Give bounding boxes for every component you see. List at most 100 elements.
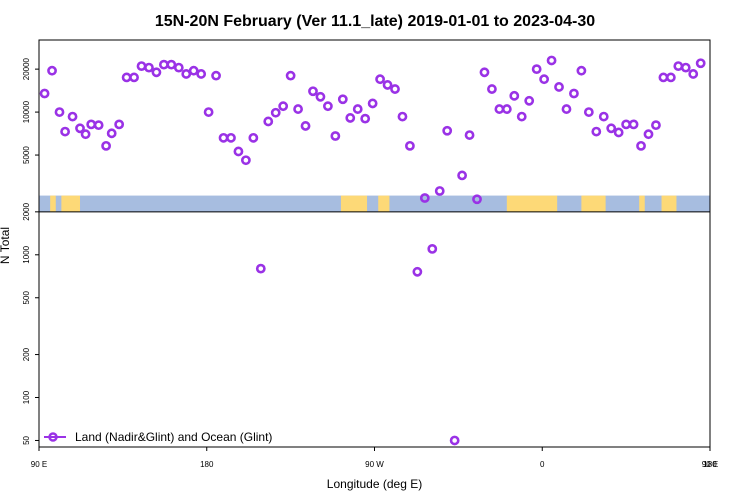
y-axis-label: N Total [0, 227, 12, 264]
data-point-23 [203, 107, 214, 117]
data-point-55 [442, 125, 453, 136]
data-point-81 [636, 140, 646, 151]
data-point-35 [293, 104, 303, 114]
data-point-28 [240, 155, 251, 166]
data-point-59 [472, 194, 482, 205]
data-point-44 [360, 113, 371, 124]
data-point-88 [688, 69, 699, 79]
data-point-50 [405, 140, 415, 151]
data-point-60 [479, 67, 490, 78]
ocean-band [39, 195, 710, 212]
data-point-38 [315, 91, 326, 102]
x-tick-label-end: 180 [703, 460, 717, 469]
data-point-3 [60, 126, 70, 137]
land-segment-2 [340, 195, 368, 212]
x-tick-label-1: 180 [200, 460, 214, 469]
data-point-72 [569, 88, 579, 99]
data-point-49 [397, 111, 408, 122]
data-points [39, 55, 706, 446]
data-point-39 [323, 101, 333, 112]
data-point-21 [188, 65, 199, 76]
y-axis: 50 100 200 500 1000 2000 5000 10000 20000 [22, 57, 39, 445]
y-tick-label-2000: 2000 [22, 202, 31, 220]
data-point-2 [54, 107, 65, 117]
data-point-30 [255, 263, 266, 274]
data-point-66 [524, 95, 535, 106]
data-point-20 [181, 69, 192, 79]
data-point-46 [375, 74, 385, 85]
data-point-76 [598, 111, 609, 122]
data-point-31 [263, 116, 274, 127]
data-point-69 [546, 55, 557, 66]
data-point-43 [352, 104, 363, 114]
x-tick-label-2: 90 W [365, 460, 384, 469]
data-point-45 [367, 98, 378, 109]
data-point-87 [680, 62, 691, 73]
data-point-9 [101, 140, 111, 151]
data-point-48 [390, 84, 400, 94]
chart-title: 15N-20N February (Ver 11.1_late) 2019-01… [155, 13, 595, 30]
data-point-82 [643, 129, 654, 140]
data-point-52 [419, 193, 430, 203]
data-point-70 [554, 82, 564, 92]
land-segment-6 [639, 195, 645, 212]
land-ocean-strip [39, 195, 710, 212]
data-point-40 [330, 131, 341, 141]
data-point-32 [270, 107, 281, 118]
data-point-85 [665, 72, 676, 83]
data-point-5 [75, 123, 85, 134]
land-segment-5 [581, 195, 606, 212]
data-point-71 [561, 104, 572, 114]
data-point-53 [427, 243, 438, 254]
data-point-63 [501, 104, 512, 114]
data-point-11 [114, 119, 125, 130]
data-point-64 [509, 90, 520, 101]
land-segment-3 [378, 195, 390, 212]
data-point-65 [516, 111, 527, 122]
data-point-33 [278, 101, 289, 112]
data-point-29 [248, 132, 259, 143]
y-tick-label-10000: 10000 [22, 100, 31, 123]
data-point-6 [80, 129, 91, 140]
land-segment-4 [506, 195, 558, 212]
data-point-77 [606, 123, 617, 134]
data-point-8 [93, 120, 104, 131]
data-point-56 [449, 435, 460, 446]
data-point-67 [531, 64, 542, 75]
data-point-26 [226, 132, 236, 143]
data-point-54 [434, 186, 445, 196]
data-point-15 [144, 62, 154, 73]
data-point-10 [106, 128, 117, 139]
y-tick-label-50: 50 [22, 435, 31, 444]
data-point-83 [651, 120, 661, 131]
data-point-42 [345, 113, 356, 123]
data-point-34 [285, 70, 296, 81]
data-point-22 [196, 69, 207, 79]
y-tick-label-5000: 5000 [22, 146, 31, 164]
x-tick-label-4: 90 E [702, 460, 718, 469]
data-point-4 [67, 111, 78, 122]
y-tick-label-1000: 1000 [22, 245, 31, 263]
data-point-36 [300, 121, 311, 131]
data-point-16 [151, 67, 162, 78]
y-tick-label-20000: 20000 [22, 57, 31, 80]
land-segment-1 [61, 195, 81, 212]
data-point-27 [233, 146, 244, 157]
data-point-13 [129, 72, 139, 83]
data-point-37 [308, 86, 318, 97]
data-point-74 [583, 107, 594, 117]
x-axis-label: Longitude (deg E) [327, 477, 422, 491]
y-tick-label-100: 100 [22, 390, 31, 404]
data-point-57 [457, 170, 468, 181]
legend-marker [48, 432, 58, 442]
data-point-1 [47, 65, 57, 76]
data-point-58 [464, 130, 475, 140]
data-point-75 [591, 126, 602, 137]
data-point-47 [382, 80, 393, 90]
data-point-89 [695, 58, 706, 69]
data-point-41 [337, 94, 348, 105]
y-tick-label-500: 500 [22, 291, 31, 305]
data-point-51 [412, 266, 423, 277]
